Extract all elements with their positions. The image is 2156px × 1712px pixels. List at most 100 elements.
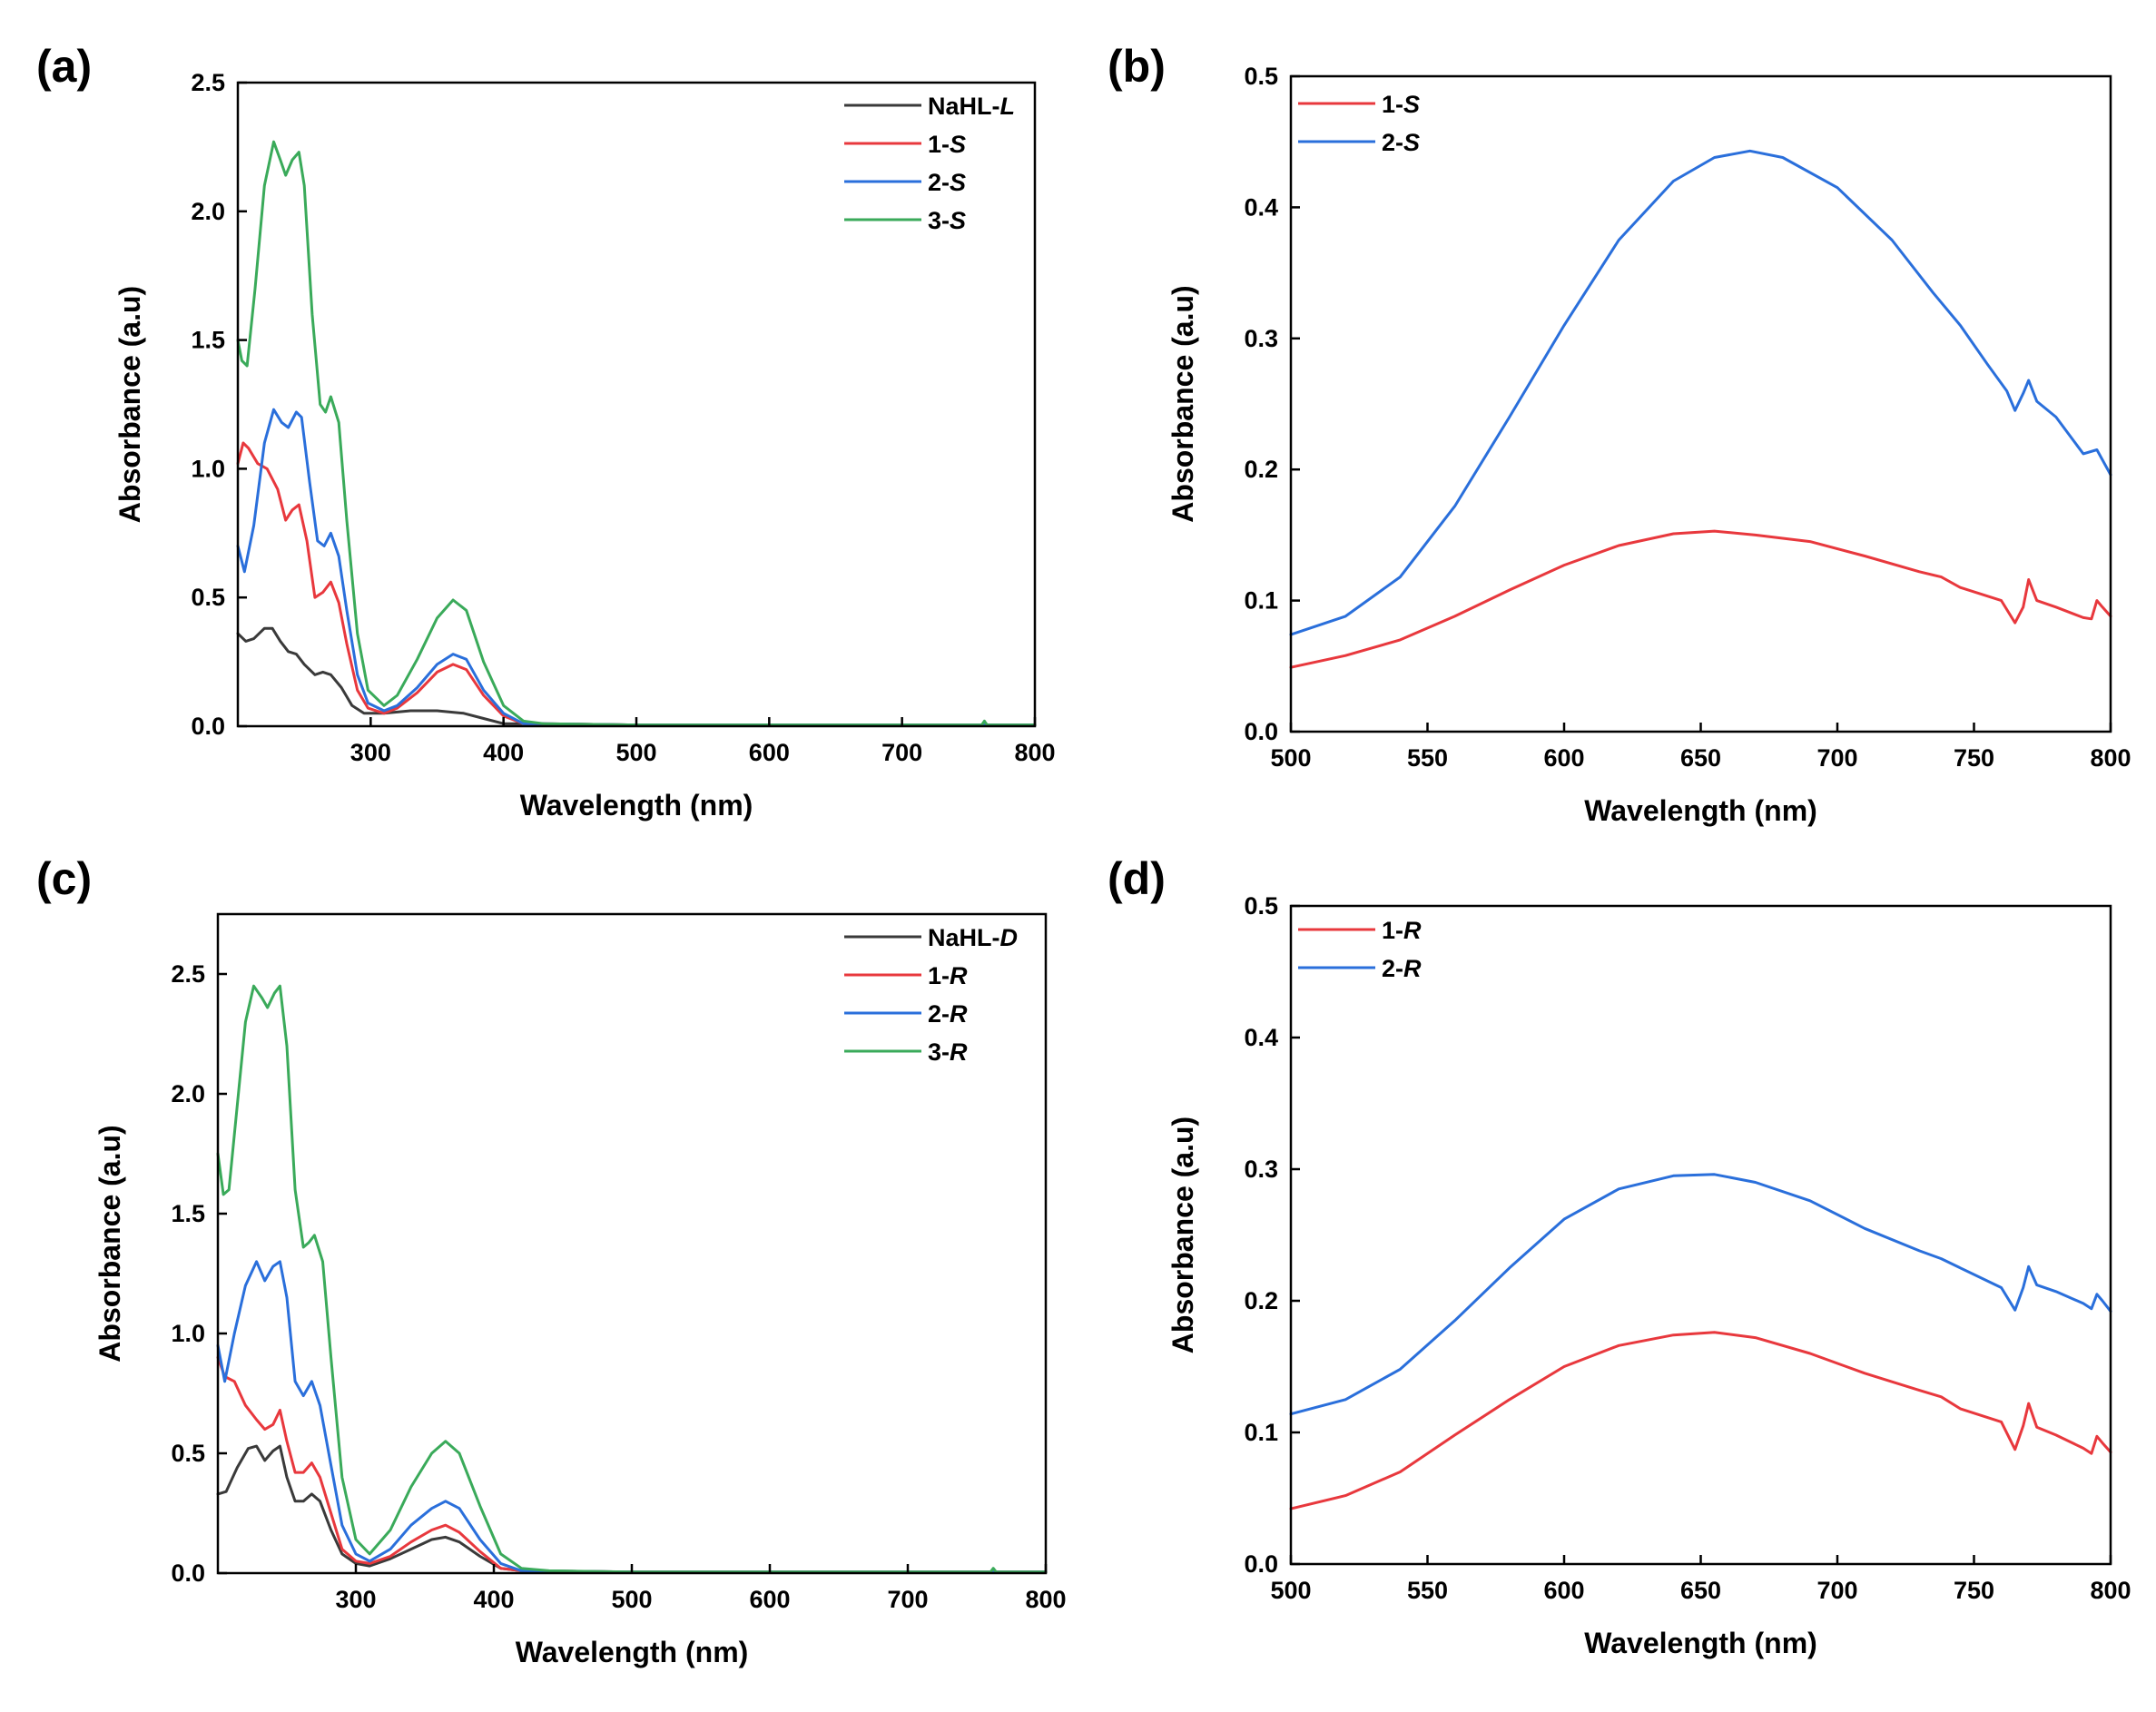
legend-label-prefix: NaHL- <box>928 93 1000 120</box>
series-line-1-r <box>216 1355 1048 1574</box>
x-tick-label: 400 <box>483 739 524 766</box>
x-tick-label: 700 <box>881 739 922 766</box>
series-line-2-s <box>1289 149 2112 636</box>
x-axis-title: Wavelength (nm) <box>516 1636 749 1668</box>
x-tick-label: 500 <box>611 1586 652 1613</box>
y-tick-label: 2.5 <box>171 960 205 988</box>
panel-label: (d) <box>1108 853 1166 904</box>
y-tick-label: 0.5 <box>1244 892 1278 920</box>
legend-label: 2-R <box>1382 955 1422 982</box>
legend-label: 2-S <box>1382 129 1420 156</box>
x-tick-label: 600 <box>1543 1577 1584 1604</box>
legend-label-prefix: 2- <box>928 1000 950 1028</box>
x-tick-label: 750 <box>1954 1577 1994 1604</box>
x-tick-label: 700 <box>887 1586 928 1613</box>
legend-label-italic: L <box>1000 93 1016 120</box>
panel-a: (a) 300 400 500 600 700 800 0.0 0.5 1.0 1.5 2.0 2.5 W… <box>36 41 1056 822</box>
legend-label: NaHL-L <box>928 93 1015 120</box>
legend-label-prefix: 2- <box>928 169 950 196</box>
legend-label: 2-R <box>928 1000 968 1028</box>
y-tick-label: 0.2 <box>1244 1287 1278 1314</box>
panel-b: (b) 500 550 600 650 700 750 800 0.0 0.1 0.2 0.3 0.4 0… <box>1108 41 2131 827</box>
legend-label: 2-S <box>928 169 966 196</box>
x-tick-label: 650 <box>1680 1577 1721 1604</box>
legend-label: 1-R <box>1382 917 1422 944</box>
legend-label: 3-S <box>928 207 966 234</box>
y-tick-label: 0.4 <box>1244 1024 1278 1051</box>
series-line-2-s <box>236 408 1037 727</box>
legend-entry: 1-S <box>844 131 966 158</box>
y-tick-label: 0.0 <box>171 1559 205 1587</box>
panel-c: (c) 300 400 500 600 700 800 0.0 0.5 1.0 1.5 2.0 2.5 W… <box>36 853 1067 1668</box>
x-tick-label: 800 <box>1025 1586 1066 1613</box>
legend-label-prefix: 1- <box>928 962 950 989</box>
legend-entry: 2-R <box>1298 955 1422 982</box>
legend-label-prefix: 3- <box>928 207 950 234</box>
x-tick-label: 600 <box>1543 744 1584 772</box>
legend-label-italic: S <box>950 131 966 158</box>
legend-entry: 1-R <box>844 962 968 989</box>
legend-label-italic: S <box>950 169 966 196</box>
y-axis-title: Absorbance (a.u) <box>94 1125 126 1362</box>
x-axis-title: Wavelength (nm) <box>1584 794 1817 827</box>
y-tick-label: 0.0 <box>191 713 225 740</box>
y-tick-label: 0.5 <box>1244 63 1278 90</box>
legend-entry: 2-S <box>844 169 966 196</box>
legend-label-italic: R <box>1403 917 1422 944</box>
x-tick-label: 600 <box>749 1586 790 1613</box>
x-tick-label: 300 <box>335 1586 376 1613</box>
plot-frame <box>1289 904 2112 1566</box>
legend-entry: 2-S <box>1298 129 1420 156</box>
y-tick-label: 1.0 <box>191 455 225 482</box>
y-tick-label: 0.1 <box>1244 587 1278 615</box>
legend-entry: NaHL-L <box>844 93 1015 120</box>
y-tick-label: 0.2 <box>1244 456 1278 483</box>
legend-label-prefix: 2- <box>1382 129 1403 156</box>
legend-label-prefix: 1- <box>1382 91 1403 118</box>
x-tick-label: 500 <box>615 739 656 766</box>
x-tick-label: 700 <box>1816 744 1857 772</box>
y-tick-label: 2.0 <box>191 198 225 225</box>
legend-label-italic: S <box>1403 129 1420 156</box>
y-axis-title: Absorbance (a.u) <box>113 286 146 523</box>
legend-label-italic: R <box>950 1038 968 1066</box>
series-line-1-s <box>1289 529 2112 669</box>
legend-entry: 3-R <box>844 1038 968 1066</box>
x-tick-label: 300 <box>350 739 391 766</box>
legend-label: 1-S <box>928 131 966 158</box>
legend-label-italic: R <box>950 1000 968 1028</box>
x-tick-label: 550 <box>1407 744 1448 772</box>
y-tick-label: 0.4 <box>1244 193 1278 221</box>
legend-label-prefix: NaHL- <box>928 924 1000 951</box>
legend-entry: 1-S <box>1298 91 1420 118</box>
x-tick-label: 800 <box>2090 744 2131 772</box>
legend-entry: 2-R <box>844 1000 968 1028</box>
y-tick-label: 1.5 <box>191 327 225 354</box>
x-axis-title: Wavelength (nm) <box>1584 1627 1817 1659</box>
legend-label: 3-R <box>928 1038 968 1066</box>
y-tick-label: 0.0 <box>1244 718 1278 745</box>
x-tick-label: 750 <box>1954 744 1994 772</box>
legend-label-italic: S <box>1403 91 1420 118</box>
series-line-3-r <box>216 984 1048 1574</box>
panel-label: (b) <box>1108 41 1166 92</box>
y-tick-label: 2.5 <box>191 69 225 96</box>
x-tick-label: 400 <box>473 1586 514 1613</box>
x-tick-label: 700 <box>1816 1577 1857 1604</box>
x-tick-label: 800 <box>2090 1577 2131 1604</box>
panel-label: (c) <box>36 853 92 904</box>
legend-label-prefix: 1- <box>928 131 950 158</box>
legend-label-italic: D <box>1000 924 1019 951</box>
x-tick-label: 500 <box>1270 1577 1311 1604</box>
x-tick-label: 500 <box>1270 744 1311 772</box>
y-tick-label: 0.1 <box>1244 1419 1278 1446</box>
legend-label-italic: R <box>950 962 968 989</box>
legend-label-italic: R <box>1403 955 1422 982</box>
y-tick-label: 0.0 <box>1244 1550 1278 1578</box>
x-tick-label: 650 <box>1680 744 1721 772</box>
panel-d: (d) 500 550 600 650 700 750 800 0.0 0.1 0.2 0.3 0.4 0… <box>1108 853 2131 1659</box>
x-tick-label: 800 <box>1014 739 1055 766</box>
legend-label: NaHL-D <box>928 924 1018 951</box>
x-axis-title: Wavelength (nm) <box>520 789 753 822</box>
